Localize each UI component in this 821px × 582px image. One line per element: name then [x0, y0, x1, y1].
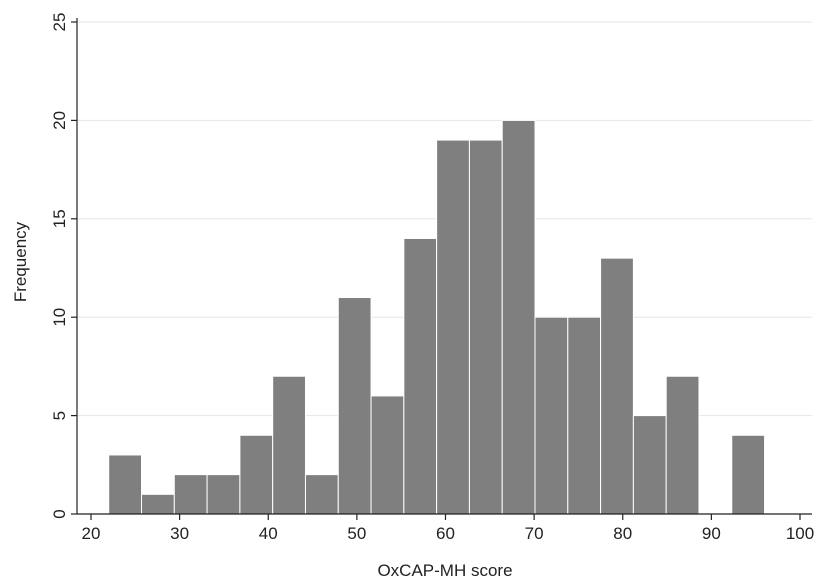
x-tick-label-50: 50	[347, 524, 366, 543]
histogram-bar-8	[370, 395, 405, 515]
x-tick-label-40: 40	[259, 524, 278, 543]
histogram-bar-15	[600, 257, 634, 515]
x-tick-label-20: 20	[82, 524, 101, 543]
histogram-bar-5	[272, 375, 306, 515]
histogram-bar-19	[731, 434, 766, 515]
histogram-bar-3	[206, 474, 241, 515]
histogram-bar-17	[665, 375, 700, 515]
x-tick-label-90: 90	[702, 524, 721, 543]
histogram-bar-9	[403, 237, 438, 515]
histogram-bar-4	[239, 434, 274, 515]
histogram-bar-14	[567, 316, 602, 515]
axes: 0 5 10 15 20 25 20 30 40 50 60 70 80 90 100	[50, 13, 814, 543]
y-tick-label-25: 25	[50, 13, 69, 32]
histogram-bar-16	[632, 415, 667, 515]
y-tick-label-5: 5	[50, 411, 69, 420]
y-tick-label-10: 10	[50, 308, 69, 327]
histogram-bar-12	[501, 119, 536, 515]
x-tick-label-100: 100	[786, 524, 814, 543]
y-tick-label-20: 20	[50, 111, 69, 130]
y-tick-label-0: 0	[50, 509, 69, 518]
y-axis-label: Frequency	[11, 221, 30, 302]
x-axis-label: OxCAP-MH score	[377, 561, 512, 580]
histogram-bar-10	[436, 139, 470, 515]
histogram-bar-6	[304, 474, 339, 515]
x-tick-label-80: 80	[613, 524, 632, 543]
histogram-bar-7	[337, 297, 372, 515]
histogram-bar-11	[468, 139, 503, 515]
y-tick-label-15: 15	[50, 209, 69, 228]
histogram-bar-1	[141, 493, 175, 515]
x-tick-label-70: 70	[525, 524, 544, 543]
x-tick-label-60: 60	[436, 524, 455, 543]
histogram-bar-13	[534, 316, 569, 515]
x-tick-label-30: 30	[170, 524, 189, 543]
histogram-bar-2	[173, 474, 208, 515]
histogram-bar-0	[108, 454, 143, 515]
bars	[108, 119, 766, 515]
